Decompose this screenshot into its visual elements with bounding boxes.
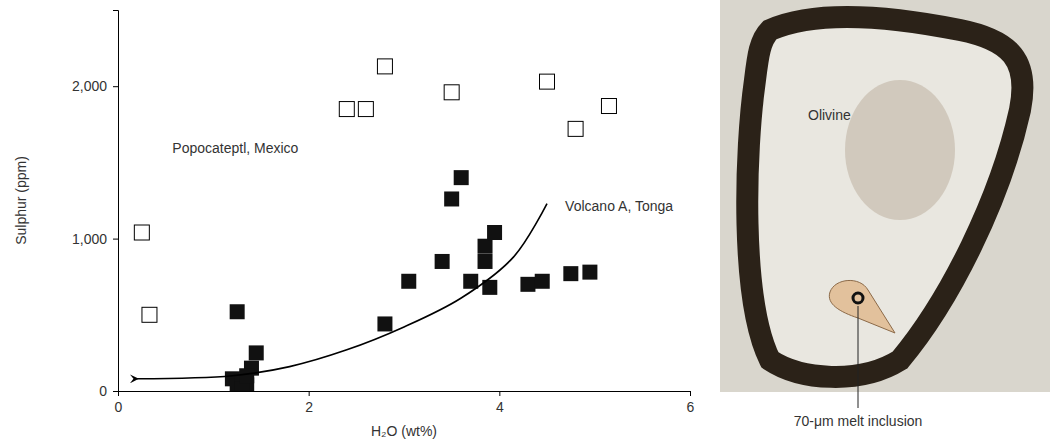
trend-line (137, 204, 547, 379)
open-square (601, 99, 616, 114)
photo: Olivine 70-μm melt inclusion (720, 0, 1050, 429)
series-label: Volcano A, Tonga (565, 198, 673, 214)
filled-square (454, 170, 469, 185)
y-axis-line (113, 11, 119, 392)
tick: 0 (99, 383, 118, 399)
filled-square (520, 277, 535, 292)
olivine-crystal (747, 17, 1022, 377)
tick-mark (113, 391, 118, 392)
tick-mark (113, 86, 118, 87)
open-square (444, 85, 459, 100)
open-square (339, 102, 354, 117)
tick: 2 (305, 391, 313, 415)
x-axis-line (119, 392, 691, 397)
tick: 6 (687, 391, 695, 415)
tick: 0 (115, 391, 123, 415)
tick-mark (113, 239, 118, 240)
filled-square (249, 345, 264, 360)
filled-square (239, 368, 254, 383)
filled-square (234, 382, 249, 391)
filled-square (444, 191, 459, 206)
plot-area (134, 59, 616, 391)
open-square (540, 74, 555, 89)
filled-square (435, 254, 450, 269)
open-square (568, 121, 583, 136)
tick-label: 4 (496, 399, 504, 415)
open-square (142, 307, 157, 322)
tick-label: 0 (115, 399, 123, 415)
filled-square (535, 274, 550, 289)
tick-label: 2 (305, 399, 313, 415)
vapour-bubble (853, 293, 863, 303)
filled-square (478, 239, 493, 254)
tick: 2,000 (72, 78, 118, 94)
x-axis-title: H₂O (wt%) (371, 423, 437, 439)
tick-label: 6 (687, 399, 695, 415)
tick-label: 1,000 (72, 231, 107, 247)
tick: 4 (496, 391, 504, 415)
x-axis: 0 2 4 6 (115, 391, 695, 415)
photo-callout: 70-μm melt inclusion (794, 413, 923, 429)
y-axis: 0 1,000 2,000 (72, 11, 119, 399)
filled-square (563, 266, 578, 281)
open-square (377, 59, 392, 74)
tick-label: 0 (99, 383, 107, 399)
tick: 1,000 (72, 231, 118, 247)
melt-inclusion (829, 280, 895, 333)
tick-mark (309, 391, 310, 396)
filled-square (401, 274, 416, 289)
filled-square (487, 225, 502, 240)
crystal-shade (845, 80, 955, 220)
tick-label: 2,000 (72, 78, 107, 94)
tick-mark (690, 391, 691, 396)
y-axis-title: Sulphur (ppm) (13, 156, 29, 245)
photo-background (720, 0, 1050, 392)
filled-square (478, 254, 493, 269)
series-label: Popocateptl, Mexico (172, 140, 298, 156)
open-square (358, 102, 373, 117)
callout-line (858, 306, 859, 408)
filled-square (582, 265, 597, 280)
filled-square (377, 316, 392, 331)
open-square (134, 225, 149, 240)
tick-mark (499, 391, 500, 396)
figure: 0 2 4 6 0 1,000 2,000 H₂O (wt%) Sulphur (ppm) Pop… (0, 0, 1053, 444)
filled-square (463, 274, 478, 289)
filled-square (230, 304, 245, 319)
photo-label: Olivine (808, 107, 851, 123)
